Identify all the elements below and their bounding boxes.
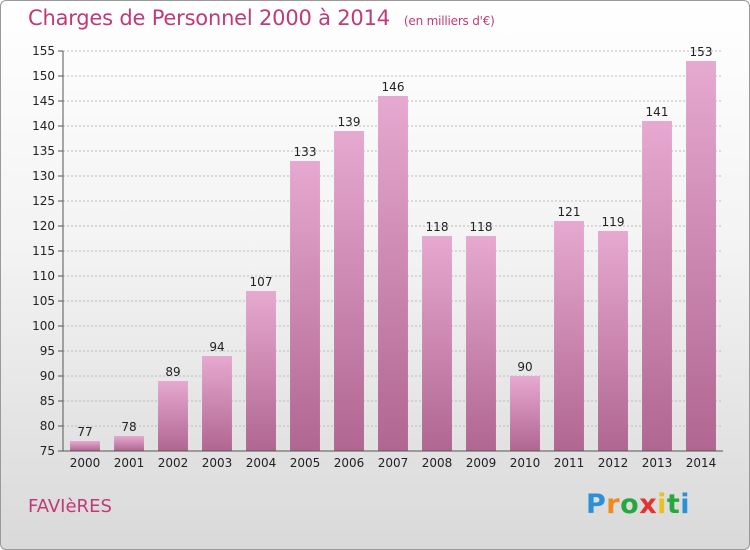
bar-value-label: 133 (294, 145, 317, 159)
y-tick-label: 100 (32, 319, 55, 333)
bar (466, 236, 496, 451)
title-text: Charges de Personnel 2000 à 2014 (28, 6, 390, 30)
y-tick-label: 115 (32, 244, 55, 258)
x-tick-label: 2001 (114, 456, 145, 470)
x-tick-label: 2008 (422, 456, 453, 470)
x-tick-label: 2010 (510, 456, 541, 470)
unit-subtitle: (en milliers d'€) (403, 14, 495, 28)
bar-value-label: 141 (646, 105, 669, 119)
y-tick-label: 155 (32, 44, 55, 58)
y-tick-label: 95 (40, 344, 55, 358)
bar (114, 436, 144, 451)
y-tick-label: 140 (32, 119, 55, 133)
bar-value-label: 118 (426, 220, 449, 234)
bar (378, 96, 408, 451)
y-tick-label: 120 (32, 219, 55, 233)
bar (246, 291, 276, 451)
bar-value-label: 119 (602, 215, 625, 229)
bar-value-label: 118 (470, 220, 493, 234)
y-tick-label: 105 (32, 294, 55, 308)
x-axis: 2000 2001 2002 2003 2004 2005 2006 2007 2008 2009… (63, 450, 723, 470)
data-labels: 77 78 89 94 107 133 139 146 118 118 90 121 119 141 153 (77, 45, 712, 439)
logo-letter: t (666, 489, 681, 520)
y-tick-label: 145 (32, 94, 55, 108)
bar (334, 131, 364, 451)
bar (290, 161, 320, 451)
x-tick-label: 2007 (378, 456, 409, 470)
location-label: FAVIèRES (28, 496, 112, 517)
logo-letter: x (639, 489, 658, 520)
logo-letter: r (606, 489, 621, 520)
x-tick-label: 2003 (202, 456, 233, 470)
bar (510, 376, 540, 451)
logo-letter: i (680, 489, 691, 520)
chart-title: Charges de Personnel 2000 à 2014 (en mill… (28, 6, 495, 30)
y-tick-label: 110 (32, 269, 55, 283)
x-tick-label: 2013 (642, 456, 673, 470)
bar-value-label: 146 (382, 80, 405, 94)
bar (70, 441, 100, 451)
bar (642, 121, 672, 451)
bar (554, 221, 584, 451)
bars (70, 61, 716, 451)
y-tick-label: 90 (40, 369, 55, 383)
y-tick-label: 85 (40, 394, 55, 408)
bar (686, 61, 716, 451)
x-tick-label: 2000 (70, 456, 101, 470)
y-tick-label: 130 (32, 169, 55, 183)
y-axis: 75 80 85 90 95 100 105 110 115 120 125 130 135 140 145… (32, 44, 64, 458)
bar-value-label: 139 (338, 115, 361, 129)
x-tick-label: 2009 (466, 456, 497, 470)
y-tick-label: 80 (40, 419, 55, 433)
bar (598, 231, 628, 451)
y-tick-label: 75 (40, 444, 55, 458)
logo-letter: i (657, 489, 667, 520)
logo-letter: P (586, 489, 607, 520)
proxiti-logo: Proxiti (586, 489, 690, 520)
x-tick-label: 2012 (598, 456, 629, 470)
bar (202, 356, 232, 451)
bar (158, 381, 188, 451)
bar-value-label: 107 (250, 275, 273, 289)
x-tick-label: 2005 (290, 456, 321, 470)
logo-letter: o (620, 489, 640, 520)
x-tick-label: 2004 (246, 456, 277, 470)
x-tick-label: 2006 (334, 456, 365, 470)
bar-value-label: 77 (77, 425, 92, 439)
bar-value-label: 121 (558, 205, 581, 219)
x-tick-label: 2002 (158, 456, 189, 470)
bar-value-label: 94 (209, 340, 224, 354)
x-tick-label: 2014 (686, 456, 717, 470)
bar-value-label: 90 (517, 360, 532, 374)
bar-value-label: 78 (121, 420, 136, 434)
bar-value-label: 153 (690, 45, 713, 59)
x-tick-label: 2011 (554, 456, 585, 470)
y-tick-label: 125 (32, 194, 55, 208)
y-tick-label: 135 (32, 144, 55, 158)
bar-value-label: 89 (165, 365, 180, 379)
y-tick-label: 150 (32, 69, 55, 83)
bar (422, 236, 452, 451)
